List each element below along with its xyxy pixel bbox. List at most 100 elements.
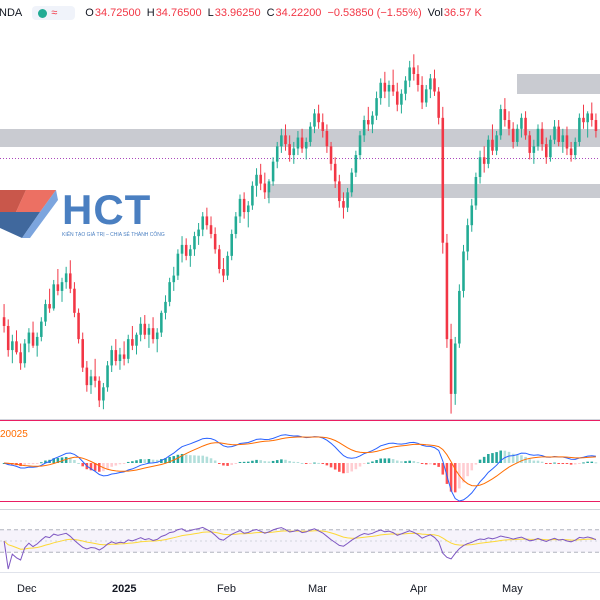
macd-hist-bar xyxy=(27,463,31,465)
candle-down xyxy=(284,135,287,145)
macd-hist-bar xyxy=(338,463,341,472)
macd-hist-bar xyxy=(350,463,354,472)
candle-up xyxy=(60,282,64,291)
candle-up xyxy=(147,328,151,335)
candle-down xyxy=(491,139,494,151)
macd-hist-bar xyxy=(180,453,184,463)
candle-down xyxy=(441,117,445,243)
candle-up xyxy=(118,354,122,362)
macd-hist-bar xyxy=(499,450,503,463)
x-tick-mar: Mar xyxy=(308,583,327,595)
candle-down xyxy=(391,84,395,92)
candle-up xyxy=(193,236,196,250)
candle-down xyxy=(383,82,387,92)
candle-down xyxy=(569,148,573,156)
macd-hist-bar xyxy=(367,462,370,464)
candle-down xyxy=(6,325,10,351)
macd-hist-bar xyxy=(197,455,200,463)
candle-up xyxy=(197,229,200,237)
candle-up xyxy=(230,233,233,256)
candle-up xyxy=(44,304,47,322)
macd-hist-bar xyxy=(395,460,399,463)
candle-up xyxy=(23,343,27,364)
candle-down xyxy=(151,328,155,340)
macd-hist-bar xyxy=(93,463,97,471)
macd-hist-bar xyxy=(89,463,93,471)
candle-up xyxy=(271,161,275,182)
macd-hist-bar xyxy=(511,453,515,463)
macd-hist-bar xyxy=(565,463,569,464)
macd-hist-bar xyxy=(590,461,594,463)
candle-up xyxy=(267,181,271,193)
macd-hist-bar xyxy=(408,460,411,463)
candle-up xyxy=(362,120,366,136)
candle-up xyxy=(561,135,565,142)
macd-hist-bar xyxy=(213,460,217,463)
x-tick-may: May xyxy=(502,583,523,595)
candle-up xyxy=(27,332,31,344)
candle-up xyxy=(189,249,192,256)
macd-hist-bar xyxy=(246,461,250,463)
candle-up xyxy=(358,135,362,156)
candle-up xyxy=(238,198,242,217)
low-label: L xyxy=(207,7,214,19)
candle-down xyxy=(342,201,345,208)
candle-up xyxy=(168,282,171,302)
macd-pane[interactable] xyxy=(2,434,598,502)
candle-down xyxy=(544,144,548,158)
macd-hist-bar xyxy=(404,461,407,463)
candle-down xyxy=(73,288,76,313)
resistance-zone xyxy=(0,129,600,147)
candle-up xyxy=(180,244,184,254)
symbol-suffix[interactable]: NDA xyxy=(0,7,23,19)
macd-hist-bar xyxy=(478,459,482,463)
candle-up xyxy=(64,273,68,283)
candle-down xyxy=(540,128,544,145)
macd-hist-bar xyxy=(118,463,122,465)
candle-down xyxy=(412,67,416,75)
candle-down xyxy=(590,113,594,121)
candle-up xyxy=(495,135,498,151)
candle-down xyxy=(213,233,217,250)
candle-down xyxy=(482,157,486,164)
logo-text: HCT xyxy=(62,186,151,233)
macd-hist-bar xyxy=(176,454,180,463)
macd-hist-bar xyxy=(453,463,457,493)
x-tick-2025: 2025 xyxy=(112,583,137,595)
macd-hist-bar xyxy=(553,462,556,464)
open-label: O xyxy=(85,7,94,19)
macd-hist-bar xyxy=(487,454,490,463)
logo-diamond-right xyxy=(16,190,56,212)
macd-hist-bar xyxy=(81,463,84,467)
high-value: 34.76500 xyxy=(155,7,202,19)
macd-hist-bar xyxy=(147,459,151,463)
candle-down xyxy=(259,174,262,184)
macd-hist-bar xyxy=(69,457,72,463)
logo-tagline: KIẾN TẠO GIÁ TRỊ – CHIA SẺ THÀNH CÔNG xyxy=(62,231,165,238)
macd-hist-bar xyxy=(437,463,440,467)
macd-hist-bar xyxy=(532,460,536,463)
candle-up xyxy=(164,301,167,313)
candle-up xyxy=(296,137,300,149)
price-pane[interactable] xyxy=(0,54,600,414)
candle-up xyxy=(478,157,482,177)
candle-up xyxy=(573,141,577,156)
macd-hist-bar xyxy=(151,459,155,463)
macd-hist-bar xyxy=(155,459,159,463)
candle-down xyxy=(288,144,291,156)
macd-hist-bar xyxy=(412,461,416,463)
candle-up xyxy=(126,339,130,359)
macd-hist-bar xyxy=(313,462,316,464)
macd-hist-bar xyxy=(449,463,453,492)
candle-up xyxy=(135,334,138,346)
candle-up xyxy=(400,93,403,105)
status-pill[interactable]: ≈ xyxy=(32,6,76,20)
candle-down xyxy=(143,323,147,335)
close-label: C xyxy=(266,7,275,19)
macd-hist-bar xyxy=(342,463,345,474)
macd-hist-bar xyxy=(193,455,196,463)
rsi-pane[interactable] xyxy=(0,526,600,570)
macd-hist-bar xyxy=(271,460,275,463)
macd-hist-bar xyxy=(126,461,130,463)
